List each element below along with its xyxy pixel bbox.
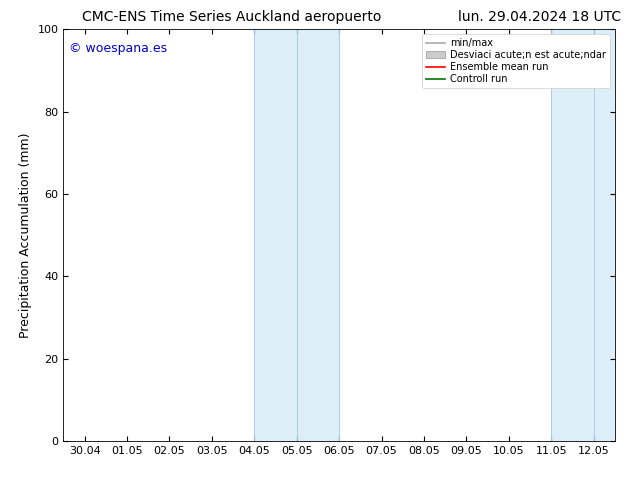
Bar xyxy=(552,29,615,441)
Text: lun. 29.04.2024 18 UTC: lun. 29.04.2024 18 UTC xyxy=(458,10,621,24)
Text: CMC-ENS Time Series Auckland aeropuerto: CMC-ENS Time Series Auckland aeropuerto xyxy=(82,10,382,24)
Y-axis label: Precipitation Accumulation (mm): Precipitation Accumulation (mm) xyxy=(19,132,32,338)
Legend: min/max, Desviaci acute;n est acute;ndar, Ensemble mean run, Controll run: min/max, Desviaci acute;n est acute;ndar… xyxy=(422,34,610,88)
Text: © woespana.es: © woespana.es xyxy=(69,42,167,55)
Bar xyxy=(254,29,339,441)
